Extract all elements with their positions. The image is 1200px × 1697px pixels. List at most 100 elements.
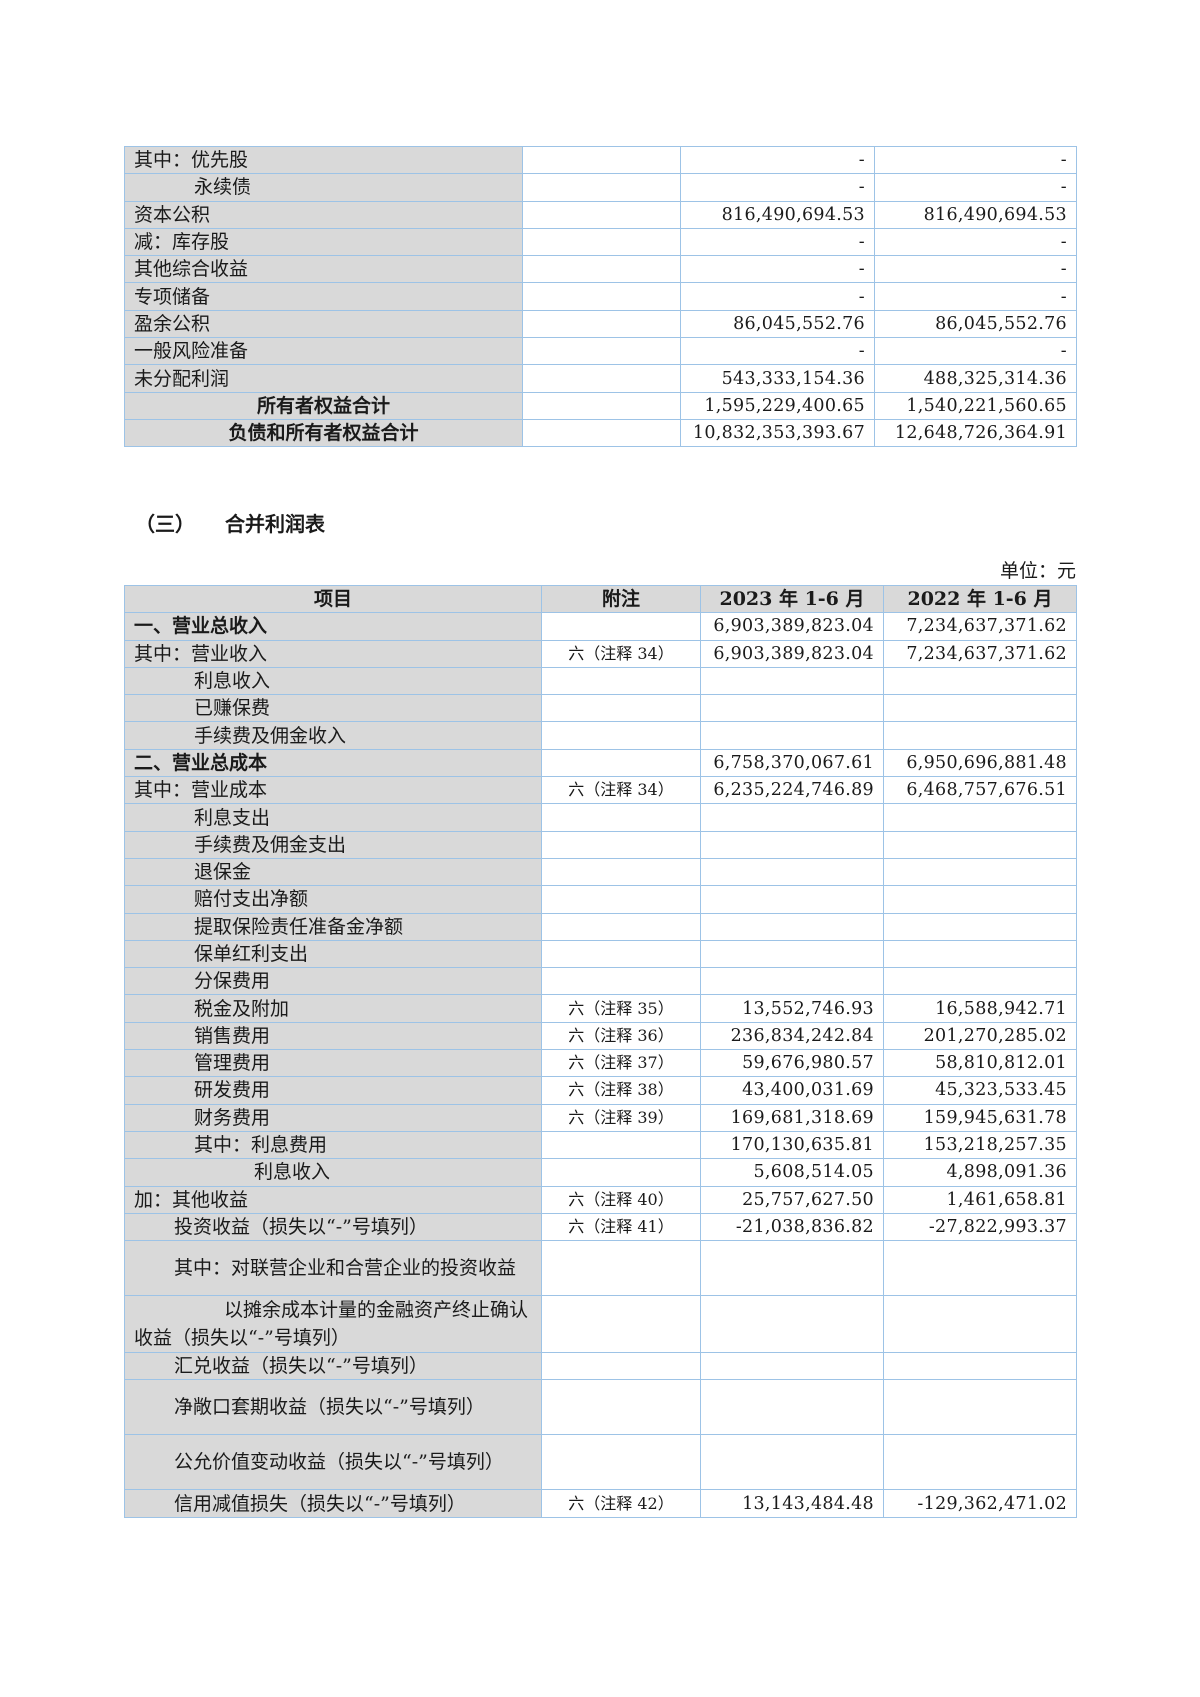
current-period-value: 6,758,370,067.61 <box>700 748 884 778</box>
row-note: 六（注释 41） <box>541 1212 701 1242</box>
header-current-period: 2023 年 1-6 月 <box>700 584 884 614</box>
current-period-value: - <box>680 282 875 311</box>
row-label: 其中：营业收入 <box>124 639 542 668</box>
table-row: 其中：对联营企业和合营企业的投资收益 <box>124 1240 1077 1297</box>
current-period-value: - <box>680 255 875 284</box>
current-period-value <box>700 1295 884 1354</box>
table-row: 其中：优先股 - - <box>124 145 1077 175</box>
table-row: 资本公积 816,490,694.53 816,490,694.53 <box>124 200 1077 229</box>
row-label: 专项储备 <box>124 282 523 311</box>
row-label: 其他综合收益 <box>124 255 523 284</box>
current-period-value: 170,130,635.81 <box>700 1130 884 1160</box>
row-note <box>541 830 701 859</box>
row-note: 六（注释 34） <box>541 639 701 668</box>
section-title: 合并利润表 <box>225 512 325 536</box>
table-row: 加：其他收益 六（注释 40） 25,757,627.50 1,461,658.81 <box>124 1185 1077 1214</box>
prior-period-value <box>883 912 1077 941</box>
row-label: 二、营业总成本 <box>124 748 542 778</box>
prior-period-value: 6,950,696,881.48 <box>883 748 1077 778</box>
table-row: 已赚保费 <box>124 694 1077 723</box>
row-label: 信用减值损失（损失以“-”号填列） <box>124 1489 542 1518</box>
row-note: 六（注释 36） <box>541 1021 701 1051</box>
prior-period-value <box>883 830 1077 859</box>
header-item: 项目 <box>124 584 542 614</box>
row-label: 手续费及佣金收入 <box>124 721 542 750</box>
table-row: 利息收入 5,608,514.05 4,898,091.36 <box>124 1158 1077 1187</box>
row-note: 六（注释 42） <box>541 1489 701 1518</box>
row-label: 负债和所有者权益合计 <box>124 418 523 448</box>
row-note <box>522 337 681 366</box>
row-note <box>541 1130 701 1160</box>
table-row: 一般风险准备 - - <box>124 337 1077 366</box>
current-period-value: - <box>680 145 875 175</box>
table-row: 一、营业总收入 6,903,389,823.04 7,234,637,371.62 <box>124 612 1077 641</box>
prior-period-value: - <box>874 173 1077 202</box>
row-label: 其中：优先股 <box>124 145 523 175</box>
current-period-value: 6,235,224,746.89 <box>700 776 884 805</box>
row-label: 赔付支出净额 <box>124 885 542 914</box>
row-label: 利息支出 <box>124 803 542 832</box>
prior-period-value: 7,234,637,371.62 <box>883 639 1077 668</box>
row-note <box>522 391 681 420</box>
row-note <box>541 1295 701 1354</box>
row-note: 六（注释 34） <box>541 776 701 805</box>
row-note <box>522 145 681 175</box>
prior-period-value <box>883 1240 1077 1297</box>
current-period-value: 6,903,389,823.04 <box>700 639 884 668</box>
row-note <box>541 1240 701 1297</box>
table-row: 减：库存股 - - <box>124 227 1077 257</box>
current-period-value: - <box>680 173 875 202</box>
row-note <box>541 1352 701 1381</box>
current-period-value: -21,038,836.82 <box>700 1212 884 1242</box>
row-note <box>541 612 701 641</box>
current-period-value <box>700 1379 884 1436</box>
prior-period-value: -129,362,471.02 <box>883 1489 1077 1518</box>
row-note <box>522 309 681 339</box>
current-period-value <box>700 912 884 941</box>
current-period-value: 169,681,318.69 <box>700 1103 884 1132</box>
row-label: 永续债 <box>124 173 523 202</box>
row-label: 财务费用 <box>124 1103 542 1132</box>
prior-period-value <box>883 1352 1077 1381</box>
current-period-value <box>700 830 884 859</box>
row-label: 减：库存股 <box>124 227 523 257</box>
row-note <box>522 364 681 393</box>
current-period-value <box>700 803 884 832</box>
prior-period-value: - <box>874 255 1077 284</box>
row-label: 盈余公积 <box>124 309 523 339</box>
row-note <box>541 939 701 969</box>
current-period-value <box>700 939 884 969</box>
table-row: 利息收入 <box>124 666 1077 696</box>
row-label: 净敞口套期收益（损失以“-”号填列） <box>124 1379 542 1436</box>
prior-period-value: - <box>874 227 1077 257</box>
table-row: 保单红利支出 <box>124 939 1077 969</box>
prior-period-value: - <box>874 337 1077 366</box>
table-row: 公允价值变动收益（损失以“-”号填列） <box>124 1434 1077 1491</box>
row-label: 利息收入 <box>124 1158 542 1187</box>
row-note: 六（注释 37） <box>541 1049 701 1078</box>
current-period-value <box>700 885 884 914</box>
header-prior-period: 2022 年 1-6 月 <box>883 584 1077 614</box>
row-label: 研发费用 <box>124 1076 542 1105</box>
row-note <box>522 227 681 257</box>
prior-period-value <box>883 857 1077 887</box>
prior-period-value <box>883 1434 1077 1491</box>
current-period-value <box>700 666 884 696</box>
current-period-value: 236,834,242.84 <box>700 1021 884 1051</box>
row-label: 分保费用 <box>124 967 542 996</box>
row-label: 利息收入 <box>124 666 542 696</box>
balance-sheet-equity-table: 其中：优先股 - - 永续债 - - 资本公积 816,490,694.53 816,490,6… <box>124 145 1077 448</box>
row-note <box>541 967 701 996</box>
row-note: 六（注释 35） <box>541 994 701 1023</box>
row-note <box>541 885 701 914</box>
table-row: 分保费用 <box>124 967 1077 996</box>
row-label: 其中：利息费用 <box>124 1130 542 1160</box>
row-note <box>541 857 701 887</box>
prior-period-value: - <box>874 282 1077 311</box>
row-label: 已赚保费 <box>124 694 542 723</box>
row-label: 一般风险准备 <box>124 337 523 366</box>
row-note <box>541 694 701 723</box>
prior-period-value: 153,218,257.35 <box>883 1130 1077 1160</box>
section-number: （三） <box>135 512 195 536</box>
row-label: 所有者权益合计 <box>124 391 523 420</box>
